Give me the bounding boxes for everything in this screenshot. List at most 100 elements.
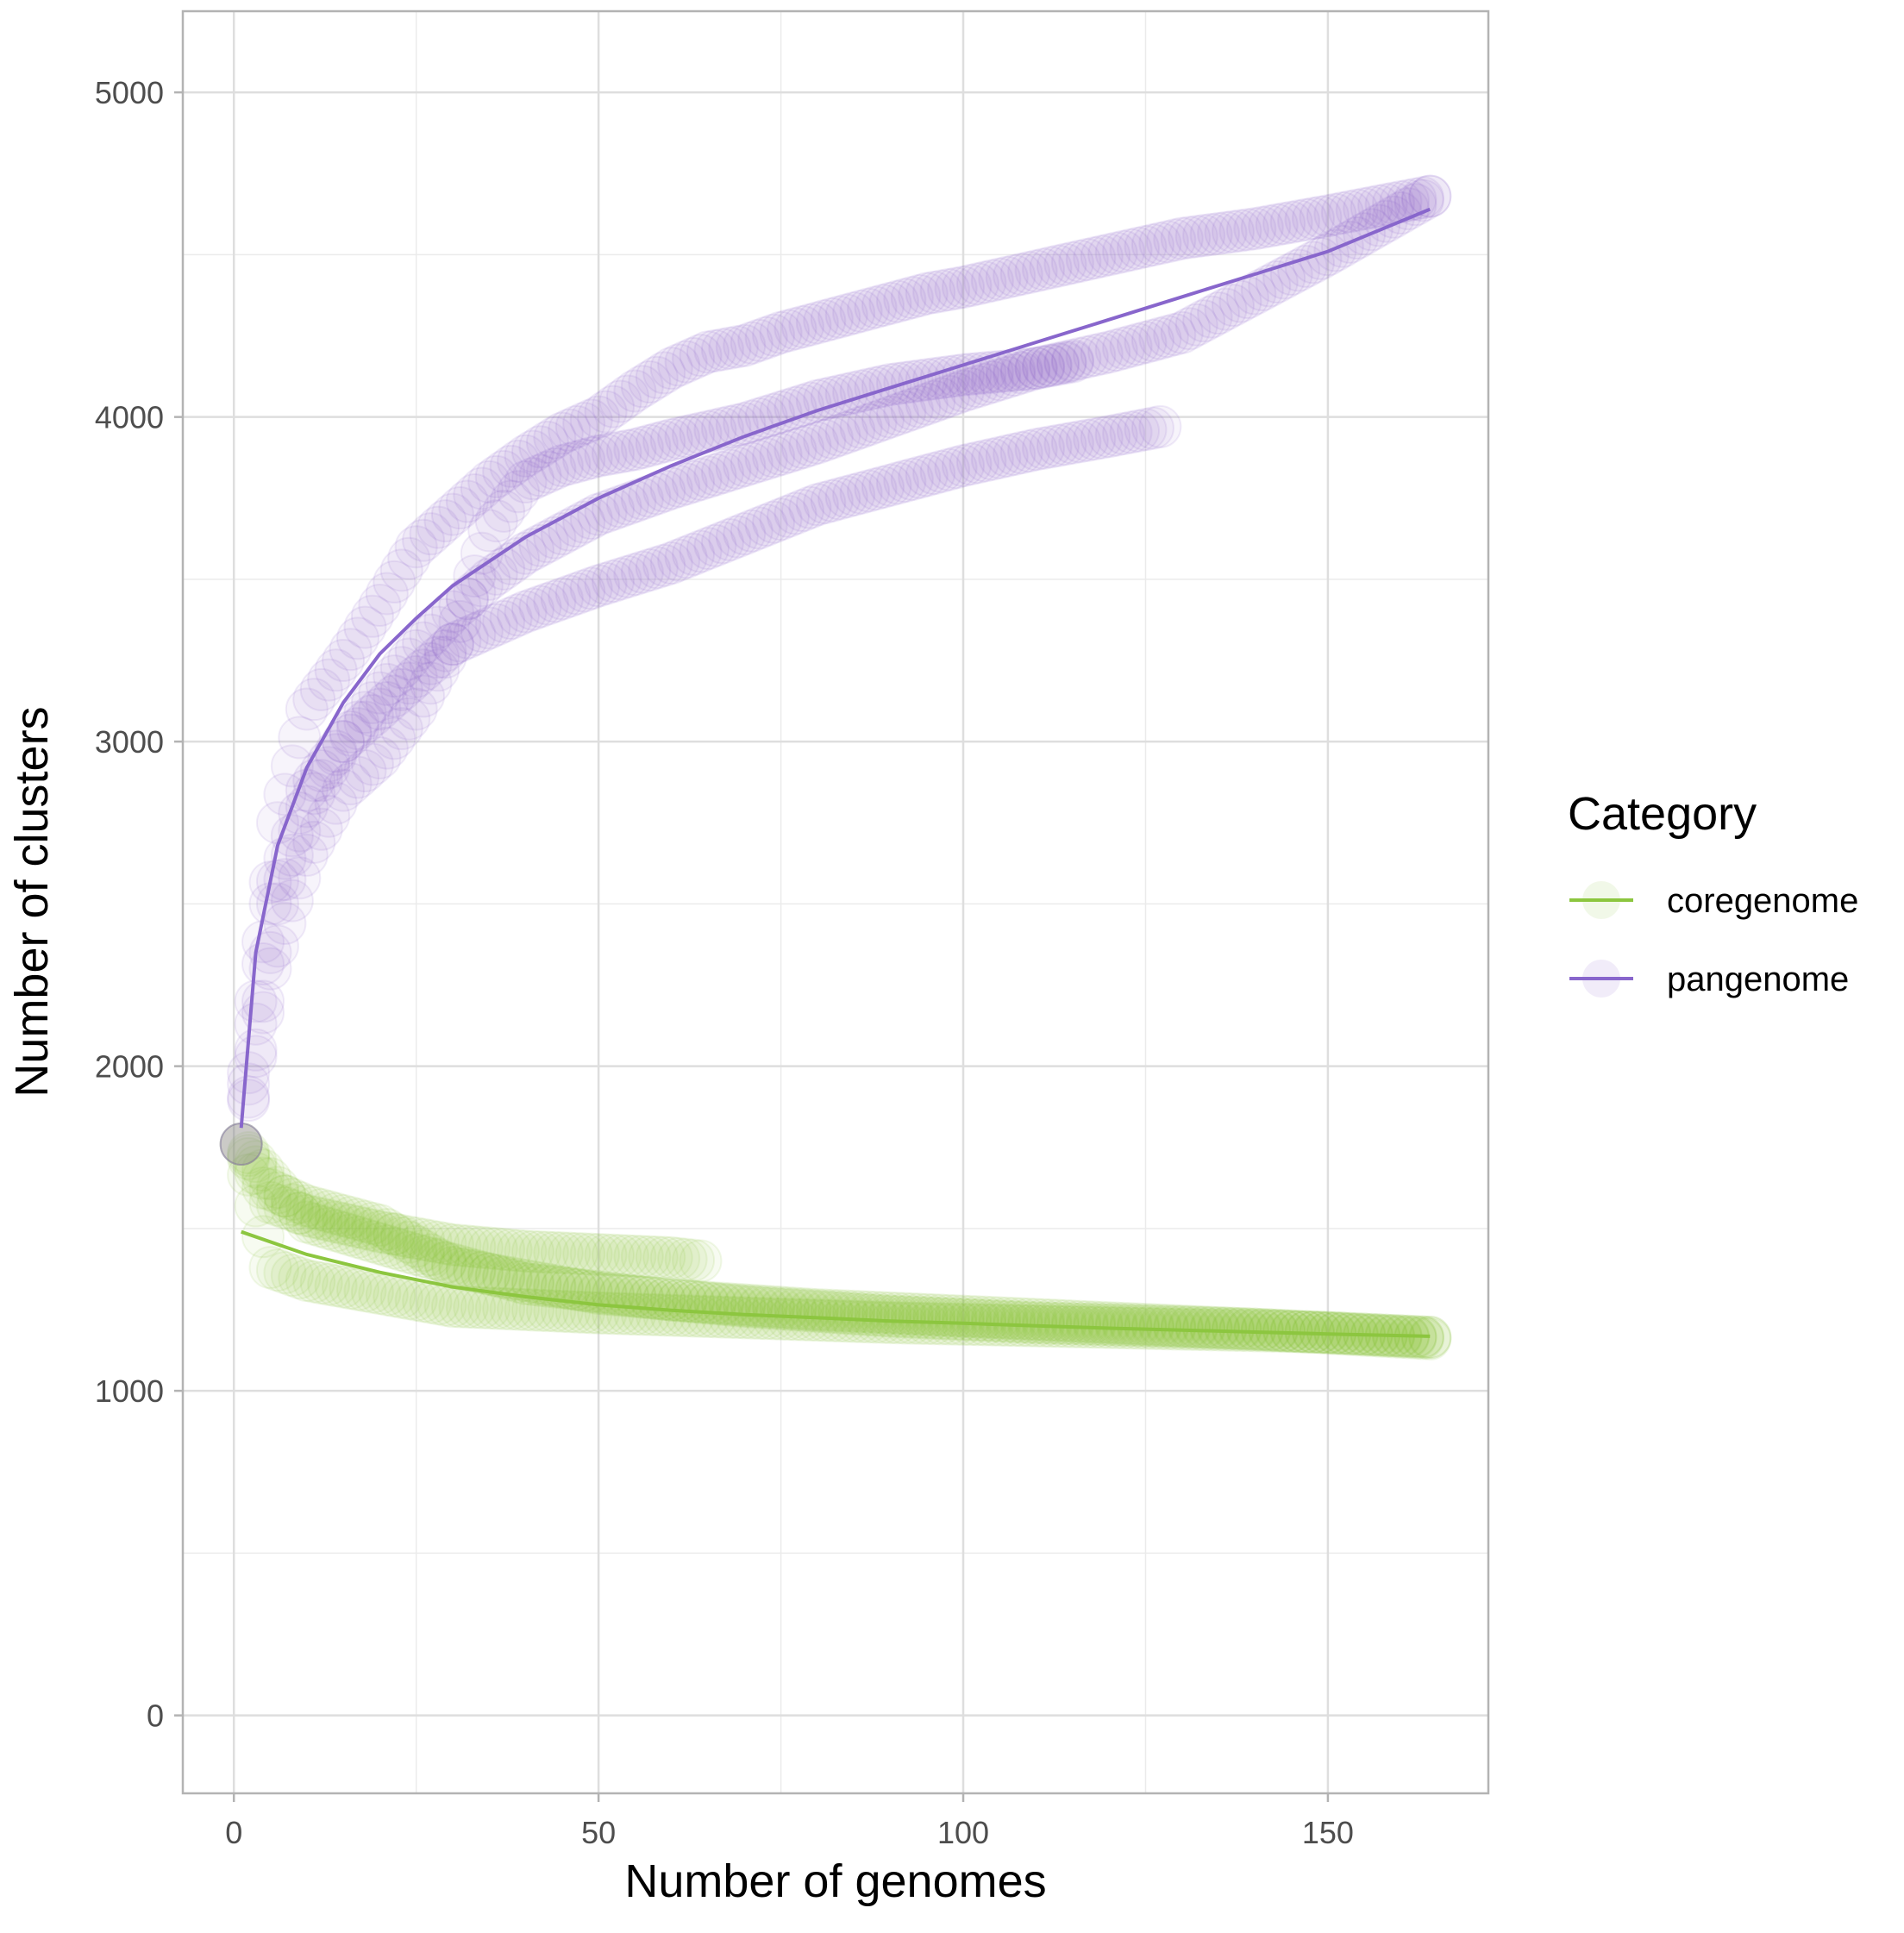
y-tick-label: 5000 <box>95 75 164 110</box>
coregenome-point <box>955 1298 999 1342</box>
pangenome-point <box>1269 200 1313 244</box>
pangenome-point <box>942 444 986 488</box>
pangenome-point <box>890 276 934 320</box>
pangenome-point <box>314 648 358 692</box>
coregenome-point <box>445 1285 489 1329</box>
coregenome-point <box>453 1224 497 1268</box>
pangenome-point <box>919 269 963 313</box>
pangenome-point <box>1094 328 1138 372</box>
pangenome-point <box>679 529 723 573</box>
pangenome-point <box>1350 185 1394 229</box>
coregenome-point <box>482 1227 526 1271</box>
pangenome-point <box>292 772 336 816</box>
pangenome-point <box>584 433 628 477</box>
coregenome-point <box>278 1191 322 1235</box>
x-tick-label: 150 <box>1302 1815 1354 1850</box>
pangenome-point <box>752 435 796 479</box>
coregenome-point <box>1168 1305 1212 1349</box>
pangenome-point <box>1080 416 1124 460</box>
pangenome-point <box>635 422 679 466</box>
coregenome-point <box>649 1293 693 1337</box>
pangenome-point <box>1029 425 1073 469</box>
pangenome-point <box>1014 249 1058 293</box>
pangenome-point <box>307 658 351 702</box>
coregenome-point <box>1102 1304 1146 1348</box>
pangenome-point <box>1145 220 1189 264</box>
pangenome-point <box>1007 348 1051 392</box>
coregenome-point <box>234 1151 278 1195</box>
coregenome-point <box>394 1233 438 1277</box>
pangenome-point <box>219 1122 263 1166</box>
pangenome-point <box>497 593 541 637</box>
coregenome-point <box>460 1286 504 1329</box>
pangenome-point <box>898 359 942 403</box>
pangenome-point <box>489 479 533 523</box>
pangenome-point <box>854 467 898 511</box>
pangenome-point <box>1022 345 1066 389</box>
pangenome-point <box>993 253 1037 297</box>
pangenome-point <box>1124 408 1168 452</box>
pangenome-point <box>504 434 548 478</box>
coregenome-point <box>467 1252 511 1296</box>
pangenome-point <box>664 462 708 506</box>
pangenome-point <box>1050 241 1094 285</box>
pangenome-point <box>985 434 1029 478</box>
coregenome-point <box>642 1293 686 1337</box>
coregenome-point <box>394 1217 438 1261</box>
coregenome-point <box>343 1217 387 1261</box>
coregenome-point <box>1029 1301 1073 1345</box>
coregenome-point <box>445 1224 489 1268</box>
coregenome-point <box>1058 1302 1102 1346</box>
pangenome-point <box>854 400 898 444</box>
coregenome-point <box>999 1297 1043 1341</box>
pangenome-point <box>949 442 993 486</box>
coregenome-point <box>430 1223 474 1267</box>
pangenome-point <box>1277 248 1321 292</box>
pangenome-point <box>737 439 781 483</box>
coregenome-point <box>270 1183 314 1227</box>
pangenome-point <box>533 447 577 491</box>
pangenome-point <box>723 512 767 556</box>
pangenome-point <box>1357 184 1401 228</box>
pangenome-point <box>868 281 912 325</box>
coregenome-point <box>562 1232 606 1276</box>
pangenome-point <box>780 304 824 348</box>
pangenome-point <box>700 521 744 565</box>
pangenome-point <box>912 271 956 315</box>
pangenome-point <box>1204 287 1248 331</box>
pangenome-point <box>788 485 832 529</box>
coregenome-point <box>270 1188 314 1232</box>
pangenome-point <box>649 417 693 461</box>
pangenome-point <box>430 590 474 634</box>
pangenome-point <box>1248 264 1292 308</box>
pangenome-point <box>504 460 548 504</box>
pangenome-point <box>335 755 379 799</box>
pangenome-point <box>715 325 759 369</box>
pangenome-point <box>780 489 824 533</box>
pangenome-point <box>430 622 474 666</box>
pangenome-point <box>1364 183 1408 227</box>
coregenome-point <box>577 1233 621 1277</box>
pangenome-point <box>1211 284 1255 328</box>
pangenome-point <box>832 291 876 335</box>
coregenome-point <box>329 1204 373 1248</box>
coregenome-point <box>241 1148 285 1192</box>
coregenome-point <box>322 1265 366 1309</box>
pangenome-point <box>942 266 986 310</box>
coregenome-point <box>883 1292 927 1336</box>
coregenome-point <box>540 1231 584 1275</box>
coregenome-point <box>307 1190 351 1234</box>
pangenome-point <box>416 605 460 649</box>
pangenome-point <box>350 742 394 786</box>
coregenome-point <box>227 1134 271 1178</box>
coregenome-point <box>314 1209 358 1253</box>
coregenome-point <box>489 1256 533 1300</box>
coregenome-point <box>358 1204 402 1248</box>
coregenome-point <box>737 1286 781 1329</box>
coregenome-point <box>482 1286 526 1330</box>
coregenome-point <box>510 1229 554 1273</box>
pangenome-point <box>1248 204 1292 248</box>
coregenome-point <box>715 1296 759 1340</box>
pangenome-point <box>1160 216 1204 260</box>
pangenome-point <box>394 629 438 672</box>
